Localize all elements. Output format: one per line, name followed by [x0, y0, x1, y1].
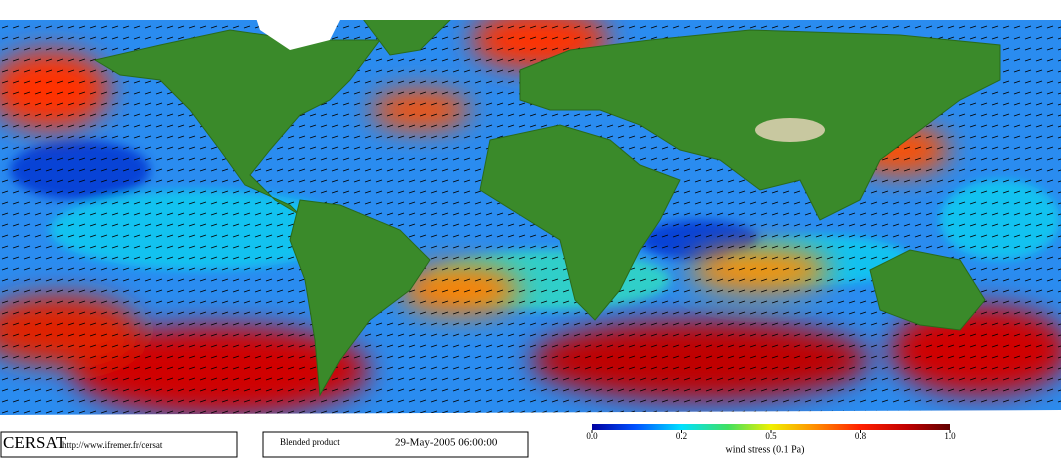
info-box — [262, 431, 529, 458]
url: http://www.ifremer.fr/cersat — [62, 440, 163, 450]
colorbar-tick-label: 1.0 — [944, 431, 956, 441]
logo: CERSAT — [3, 433, 67, 452]
colorbar-tick-label: 0.8 — [855, 431, 867, 441]
colorbar-tick-label: 0.0 — [586, 431, 598, 441]
colorbar-label: wind stress (0.1 Pa) — [726, 444, 805, 455]
logo-box — [0, 431, 238, 458]
date: 29-May-2005 06:00:00 — [395, 437, 498, 449]
colorbar-tick-label: 0.5 — [765, 431, 777, 441]
product: Blended product — [280, 437, 340, 447]
colorbar-tick-label: 0.2 — [676, 431, 687, 441]
footer: CERSAT http://www.ifremer.fr/cersat Blen… — [0, 424, 950, 458]
colorbar — [592, 424, 950, 430]
